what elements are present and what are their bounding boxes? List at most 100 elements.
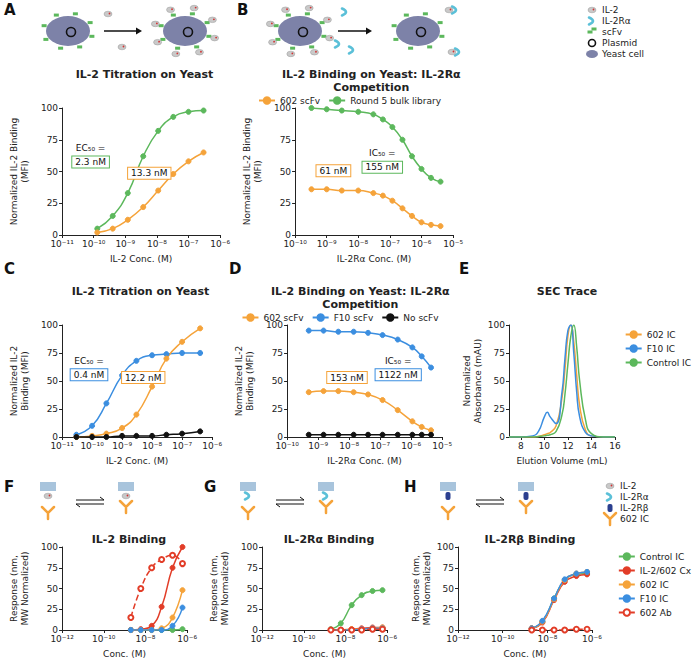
svg-text:50: 50 bbox=[272, 376, 284, 386]
svg-text:MW Normalized): MW Normalized) bbox=[422, 551, 432, 625]
svg-text:75: 75 bbox=[494, 348, 505, 358]
svg-text:10⁻⁶: 10⁻⁶ bbox=[377, 634, 397, 644]
svg-text:10⁻⁷: 10⁻⁷ bbox=[172, 441, 192, 451]
svg-text:75: 75 bbox=[247, 563, 258, 573]
svg-text:Yeast cell: Yeast cell bbox=[601, 49, 644, 59]
svg-text:75: 75 bbox=[47, 563, 58, 573]
svg-text:75: 75 bbox=[47, 135, 58, 145]
svg-text:IL-2/602 Cx: IL-2/602 Cx bbox=[640, 566, 692, 576]
svg-text:10⁻¹¹: 10⁻¹¹ bbox=[50, 441, 74, 451]
svg-text:10⁻¹⁰: 10⁻¹⁰ bbox=[82, 239, 106, 249]
svg-text:25: 25 bbox=[494, 404, 505, 414]
svg-text:25: 25 bbox=[272, 404, 283, 414]
svg-text:SEC Trace: SEC Trace bbox=[537, 285, 597, 298]
svg-text:IL-2 Binding: IL-2 Binding bbox=[92, 533, 167, 546]
svg-text:Response (nm,: Response (nm, bbox=[9, 555, 19, 622]
svg-text:25: 25 bbox=[47, 604, 58, 614]
svg-text:Plasmid: Plasmid bbox=[602, 38, 637, 48]
svg-text:IL-2Rα Binding: IL-2Rα Binding bbox=[284, 533, 375, 546]
svg-text:0.4 nM: 0.4 nM bbox=[74, 370, 105, 380]
svg-text:IL-2Rα Conc. (M): IL-2Rα Conc. (M) bbox=[327, 456, 401, 466]
svg-text:(MFI): (MFI) bbox=[20, 160, 30, 183]
svg-text:IL-2Rα Conc. (M): IL-2Rα Conc. (M) bbox=[337, 254, 411, 264]
svg-text:25: 25 bbox=[443, 604, 454, 614]
svg-text:10⁻⁷: 10⁻⁷ bbox=[380, 239, 400, 249]
svg-text:25: 25 bbox=[280, 198, 291, 208]
svg-text:Binding (MFI): Binding (MFI) bbox=[245, 351, 255, 411]
svg-text:10⁻⁸: 10⁻⁸ bbox=[537, 634, 557, 644]
svg-text:61 nM: 61 nM bbox=[319, 166, 347, 176]
svg-text:IL-2 Titration on Yeast: IL-2 Titration on Yeast bbox=[72, 285, 210, 298]
svg-text:Round 5 bulk library: Round 5 bulk library bbox=[350, 96, 442, 106]
svg-text:100: 100 bbox=[241, 542, 258, 552]
svg-text:Response (nm,: Response (nm, bbox=[209, 555, 219, 622]
svg-text:602 scFv: 602 scFv bbox=[280, 96, 321, 106]
svg-text:Control IC: Control IC bbox=[647, 358, 691, 368]
svg-text:0: 0 bbox=[499, 432, 505, 442]
svg-text:MW Normalized): MW Normalized) bbox=[220, 551, 230, 625]
svg-text:IL-2Rα: IL-2Rα bbox=[602, 16, 631, 26]
svg-text:10⁻⁸: 10⁻⁸ bbox=[136, 634, 156, 644]
svg-text:10⁻¹⁰: 10⁻¹⁰ bbox=[92, 634, 116, 644]
svg-text:10⁻⁶: 10⁻⁶ bbox=[401, 441, 421, 451]
svg-text:10⁻⁵: 10⁻⁵ bbox=[432, 441, 452, 451]
svg-text:F10 IC: F10 IC bbox=[640, 594, 668, 604]
svg-text:75: 75 bbox=[280, 135, 291, 145]
svg-text:100: 100 bbox=[41, 103, 58, 113]
svg-text:10⁻⁸: 10⁻⁸ bbox=[147, 239, 167, 249]
svg-text:13.3 nM: 13.3 nM bbox=[131, 168, 167, 178]
svg-text:75: 75 bbox=[272, 348, 283, 358]
svg-text:Competition: Competition bbox=[333, 81, 409, 94]
svg-text:scFv: scFv bbox=[602, 27, 623, 37]
svg-text:155 nM: 155 nM bbox=[366, 162, 400, 172]
svg-text:25: 25 bbox=[47, 404, 58, 414]
svg-text:10⁻¹²: 10⁻¹² bbox=[250, 634, 274, 644]
svg-text:Normalized IL-2: Normalized IL-2 bbox=[234, 346, 244, 416]
svg-text:10⁻⁹: 10⁻⁹ bbox=[112, 441, 132, 451]
svg-text:Normalized IL-2 Binding: Normalized IL-2 Binding bbox=[9, 118, 19, 225]
svg-text:100: 100 bbox=[41, 320, 58, 330]
svg-text:602 IC: 602 IC bbox=[640, 580, 669, 590]
svg-text:10⁻⁶: 10⁻⁶ bbox=[412, 239, 432, 249]
svg-text:10⁻¹²: 10⁻¹² bbox=[446, 634, 470, 644]
svg-text:EC₅₀ =: EC₅₀ = bbox=[74, 356, 104, 366]
svg-text:75: 75 bbox=[47, 348, 58, 358]
svg-text:25: 25 bbox=[47, 198, 58, 208]
svg-text:100: 100 bbox=[41, 542, 58, 552]
svg-text:602 Ab: 602 Ab bbox=[640, 608, 672, 618]
svg-text:2.3 nM: 2.3 nM bbox=[75, 157, 106, 167]
svg-text:10: 10 bbox=[539, 441, 551, 451]
svg-text:10⁻⁸: 10⁻⁸ bbox=[348, 239, 368, 249]
svg-text:No scFv: No scFv bbox=[403, 313, 439, 323]
svg-text:8: 8 bbox=[518, 441, 524, 451]
svg-text:10⁻⁸: 10⁻⁸ bbox=[142, 441, 162, 451]
svg-text:Control IC: Control IC bbox=[640, 552, 684, 562]
svg-text:50: 50 bbox=[47, 167, 59, 177]
svg-text:IL-2Rβ Binding: IL-2Rβ Binding bbox=[485, 533, 576, 546]
svg-text:50: 50 bbox=[47, 376, 59, 386]
svg-text:10⁻⁷: 10⁻⁷ bbox=[179, 239, 199, 249]
svg-text:10⁻⁸: 10⁻⁸ bbox=[339, 441, 359, 451]
svg-text:IL-2 Binding on Yeast: IL-2Rα: IL-2 Binding on Yeast: IL-2Rα bbox=[282, 68, 461, 81]
svg-text:10⁻¹⁰: 10⁻¹⁰ bbox=[275, 441, 299, 451]
svg-text:10⁻¹⁰: 10⁻¹⁰ bbox=[292, 634, 316, 644]
svg-text:10⁻¹⁰: 10⁻¹⁰ bbox=[491, 634, 515, 644]
svg-text:10⁻¹⁰: 10⁻¹⁰ bbox=[80, 441, 104, 451]
svg-text:10⁻⁶: 10⁻⁶ bbox=[202, 441, 222, 451]
svg-text:1122 nM: 1122 nM bbox=[379, 370, 418, 380]
svg-text:Conc. (M): Conc. (M) bbox=[504, 649, 547, 659]
svg-text:12.2 nM: 12.2 nM bbox=[125, 373, 161, 383]
svg-text:Normalized: Normalized bbox=[462, 355, 472, 406]
svg-text:50: 50 bbox=[494, 376, 506, 386]
svg-text:16: 16 bbox=[609, 441, 621, 451]
svg-text:100: 100 bbox=[437, 542, 454, 552]
svg-text:(MFI): (MFI) bbox=[253, 160, 263, 183]
svg-text:F10 scFv: F10 scFv bbox=[334, 313, 374, 323]
svg-text:IL-2 Binding on Yeast: IL-2Rα: IL-2 Binding on Yeast: IL-2Rα bbox=[271, 285, 450, 298]
svg-text:25: 25 bbox=[247, 604, 258, 614]
svg-text:10⁻⁶: 10⁻⁶ bbox=[177, 634, 197, 644]
svg-text:Normalized IL-2: Normalized IL-2 bbox=[9, 346, 19, 416]
svg-text:10⁻⁹: 10⁻⁹ bbox=[115, 239, 135, 249]
svg-text:IL-2Rβ: IL-2Rβ bbox=[620, 503, 649, 513]
svg-text:10⁻⁶: 10⁻⁶ bbox=[582, 634, 602, 644]
